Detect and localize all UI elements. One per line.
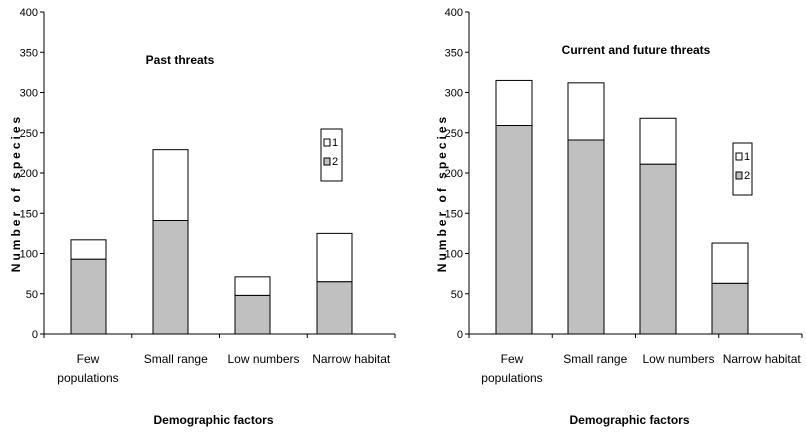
y-tick-label: 100	[20, 249, 38, 261]
x-tick-label: Narrow habitat	[723, 352, 802, 366]
bar-series-2	[316, 281, 353, 335]
bar-series-1	[70, 239, 107, 260]
x-tick-label: Low numbers	[227, 352, 299, 366]
y-tick-label: 100	[445, 249, 463, 261]
y-tick-label: 350	[20, 47, 38, 59]
x-tick-label: Narrow habitat	[312, 352, 391, 366]
legend-label: 1	[744, 151, 750, 163]
y-tick-label: 200	[20, 168, 38, 180]
bar-series-1	[495, 79, 533, 127]
bar-series-1	[152, 149, 189, 221]
chart-title: Current and future threats	[562, 43, 711, 57]
y-tick-label: 0	[32, 329, 38, 341]
y-tick-label: 250	[445, 128, 463, 140]
x-tick-label: populations	[57, 371, 118, 385]
y-tick-label: 300	[445, 88, 463, 100]
bar-series-2	[567, 139, 605, 335]
legend-swatch	[323, 138, 331, 147]
legend-label: 2	[744, 170, 750, 182]
bar-series-2	[495, 125, 533, 335]
x-tick-label: Few	[77, 352, 100, 366]
bar-series-2	[711, 282, 749, 335]
x-tick-label: Small range	[563, 352, 627, 366]
y-tick-label: 200	[445, 168, 463, 180]
y-tick-label: 400	[445, 7, 463, 19]
y-tick-label: 250	[20, 128, 38, 140]
bar-series-1	[316, 232, 353, 283]
chart-title: Past threats	[146, 53, 215, 67]
bar-series-2	[70, 258, 107, 335]
legend-swatch	[323, 157, 331, 166]
y-tick-label: 300	[20, 88, 38, 100]
legend-swatch	[735, 152, 743, 161]
legend-label: 2	[332, 156, 338, 168]
bar-series-1	[234, 276, 271, 296]
bar-series-1	[711, 242, 749, 284]
chart-1: 0 50 100 150 200 250 300 350 400 Few populations Sm…	[9, 7, 396, 427]
legend-swatch	[735, 171, 743, 180]
y-tick-label: 150	[445, 208, 463, 220]
y-tick-label: 350	[445, 47, 463, 59]
bar-series-2	[234, 294, 271, 335]
x-tick-label: Low numbers	[642, 352, 714, 366]
x-tick-label: Small range	[144, 352, 208, 366]
y-tick-label: 0	[457, 329, 463, 341]
x-tick-label: Few	[501, 352, 524, 366]
y-tick-label: 400	[20, 7, 38, 19]
bar-series-1	[567, 82, 605, 141]
y-axis-label: Number of species	[9, 114, 23, 272]
legend-label: 1	[332, 137, 338, 149]
y-tick-label: 50	[26, 289, 38, 301]
y-axis-label: Number of species	[435, 114, 449, 272]
chart-2: 0 50 100 150 200 250 300 350 400 Few populations Sm…	[435, 7, 803, 427]
bar-series-1	[639, 117, 677, 165]
x-tick-label: populations	[481, 371, 542, 385]
bar-series-2	[639, 163, 677, 335]
x-axis-label: Demographic factors	[153, 413, 273, 427]
y-tick-label: 150	[20, 208, 38, 220]
y-tick-label: 50	[451, 289, 463, 301]
x-axis-label: Demographic factors	[569, 413, 689, 427]
bar-series-2	[152, 219, 189, 335]
